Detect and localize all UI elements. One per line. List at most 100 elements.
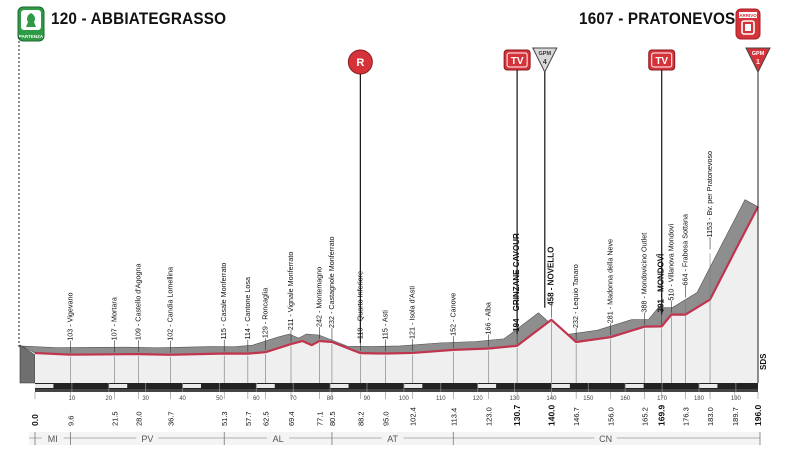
profile-front-face	[35, 206, 758, 383]
km-tick-label: 10	[69, 396, 76, 402]
road-band-segment	[625, 384, 644, 388]
start-town: ABBIATEGRASSO	[90, 9, 227, 28]
marker-gpm-finish-icon	[745, 47, 771, 74]
km-tick-label: 120	[473, 396, 484, 402]
km-label-20: 156.0	[606, 407, 615, 426]
point-label-20: 388 - Mondovicino Outlet	[639, 233, 648, 313]
point-label-17: 458 - NOVELLO	[546, 247, 555, 306]
km-tick-label: 140	[546, 396, 557, 402]
region-label-bg	[381, 433, 404, 444]
km-label-25: 189.7	[731, 407, 740, 426]
road-band-segment	[293, 384, 312, 388]
road-band-segment	[366, 384, 386, 388]
arrivo-badge-text: ARRIVO	[739, 13, 757, 18]
finish-elevation: 1607	[579, 9, 614, 28]
road-band-segment	[440, 384, 460, 388]
point-label-12: 115 - Asti	[380, 310, 389, 340]
marker-tv-grinzane-screen	[506, 52, 528, 68]
km-label-4: 28.0	[134, 411, 143, 426]
road-band-segment	[256, 384, 275, 388]
marker-tv-mondovi-screen	[651, 52, 673, 68]
point-label-10: 232 - Castagnole Monferrato	[327, 237, 336, 329]
km-label-10: 77.1	[315, 411, 324, 426]
start-elevation: 120	[51, 9, 78, 28]
road-band-segment	[219, 384, 238, 388]
road-band-segment	[330, 384, 349, 388]
km-tick-label: 90	[364, 396, 371, 402]
region-label-bg	[41, 433, 64, 444]
km-label-26: 196.0	[753, 404, 763, 426]
km-tick-label: 70	[290, 396, 297, 402]
partenza-badge-icon: PARTENZA	[17, 6, 45, 42]
km-label-15: 113.4	[449, 408, 458, 426]
point-label-22: 510 - Villanova Mondovì	[666, 224, 675, 301]
point-label-1: 103 - Vigevano	[65, 292, 74, 340]
point-label-23: 664 - Frabosa Sottana	[680, 214, 689, 286]
road-band-segment	[182, 384, 201, 388]
road-band-segment	[145, 384, 165, 388]
km-tick-label: 80	[327, 396, 334, 402]
km-label-9: 69.4	[287, 411, 296, 426]
sds-label: SDS	[759, 353, 768, 370]
marker-gpm-novello-label: GPM	[539, 51, 552, 57]
road-band-segment	[698, 384, 718, 388]
km-label-24: 183.0	[706, 407, 715, 426]
road-shadow	[35, 389, 758, 392]
marker-tv-grinzane-text: TV	[511, 56, 524, 67]
road-band-segment	[477, 384, 497, 388]
point-label-2: 107 - Mortara	[109, 297, 118, 340]
km-label-12: 88.2	[356, 411, 365, 426]
km-label-1: 0.0	[30, 414, 40, 426]
point-label-6: 114 - Cantone Losa	[243, 277, 252, 340]
km-tick-label: 60	[253, 396, 260, 402]
point-label-15: 166 - Alba	[484, 302, 493, 334]
km-label-7: 57.7	[244, 411, 253, 426]
km-label-19: 146.7	[572, 407, 581, 426]
region-label-at: AT	[387, 434, 398, 444]
region-label-cn: CN	[599, 434, 612, 444]
region-label-al: AL	[273, 434, 284, 444]
km-label-21: 165.2	[640, 407, 649, 426]
point-label-19: 281 - Madonna della Neve	[605, 239, 614, 323]
point-label-24: 1153 - Bv. per Pratonevoso	[705, 151, 714, 237]
km-label-3: 21.5	[110, 411, 119, 426]
finish-header: 1607 - PRATONEVOSO	[579, 9, 748, 28]
km-label-18: 140.0	[546, 404, 556, 426]
km-label-5: 36.7	[166, 411, 175, 426]
km-label-2: 9.6	[66, 416, 75, 426]
point-label-14: 152 - Canove	[448, 293, 457, 336]
km-tick-label: 170	[657, 396, 668, 402]
road-band-segment	[35, 384, 54, 388]
start-header: 120 - ABBIATEGRASSO	[51, 9, 227, 28]
finish-town: PRATONEVOSO	[627, 9, 748, 28]
km-tick-label: 180	[694, 396, 705, 402]
km-label-11: 80.5	[328, 411, 337, 426]
marker-gpm-finish-category: 1	[756, 59, 760, 66]
road-band-segment	[735, 384, 755, 388]
region-label-mi: MI	[48, 434, 58, 444]
km-tick-label: 150	[583, 396, 594, 402]
km-tick-label: 20	[105, 396, 112, 402]
km-label-22: 169.9	[657, 404, 667, 426]
km-label-23: 176.3	[681, 407, 690, 426]
km-label-13: 95.0	[381, 411, 390, 426]
point-label-18: 232 - Lequio Tanaro	[571, 264, 580, 328]
km-tick-label: 40	[179, 396, 186, 402]
region-label-bg	[267, 433, 290, 444]
km-label-8: 62.5	[262, 411, 271, 426]
marker-gpm-novello-icon	[531, 47, 558, 74]
point-label-9: 242 - Montemagno	[314, 267, 323, 327]
marker-r-text: R	[356, 57, 364, 69]
road-band-segment	[588, 384, 607, 388]
km-label-17: 130.7	[512, 404, 522, 426]
km-tick-label: 50	[216, 396, 223, 402]
point-label-13: 121 - Isola d'Asti	[408, 286, 417, 339]
point-label-8: 211 - Vignale Monferrato	[286, 252, 295, 330]
arrivo-badge-icon: ARRIVO	[735, 8, 761, 40]
region-label-pv: PV	[141, 434, 153, 444]
point-label-4: 102 - Candia Lomellina	[165, 267, 174, 341]
km-label-16: 123.0	[485, 407, 494, 426]
region-label-bg	[594, 433, 617, 444]
